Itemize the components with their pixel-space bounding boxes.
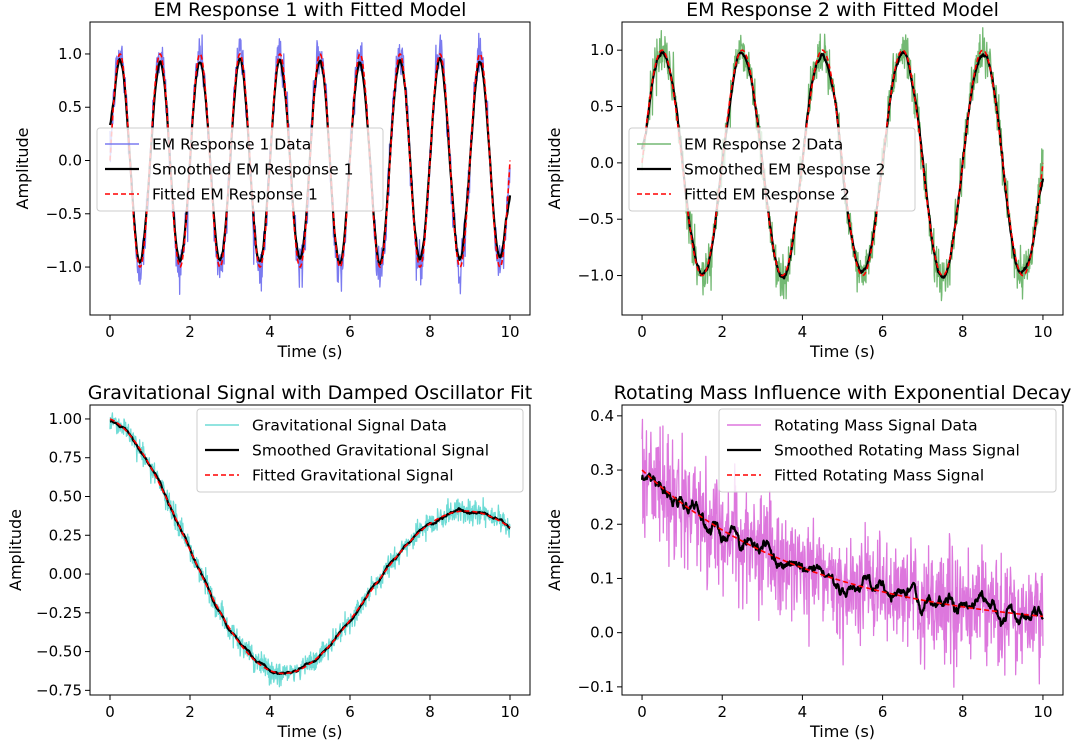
y-tick-label: 0.00	[49, 565, 82, 583]
legend-box	[628, 127, 916, 212]
legend: Rotating Mass Signal Data Smoothed Rotati…	[718, 408, 1057, 493]
x-tick-label: 10	[1033, 323, 1052, 341]
x-tick-label: 4	[798, 703, 808, 721]
y-tick-label: −0.25	[36, 604, 82, 622]
legend: EM Response 1 Data Smoothed EM Response 1…	[96, 127, 384, 212]
series-line-2	[640, 472, 1044, 627]
chart-panel-3: 0 2 4 6 8 10 −0.75 −0.50 −0.25 0.00 0.25 0.50 0.75 1.…	[6, 382, 532, 741]
x-tick-label: 2	[717, 703, 727, 721]
y-tick-label: 0.50	[49, 487, 82, 505]
y-tick-label: 0.4	[590, 407, 614, 425]
y-tick-label: 0.0	[58, 152, 82, 170]
x-tick-label: 10	[500, 323, 519, 341]
x-tick-label: 8	[425, 703, 435, 721]
y-tick-label: −0.50	[36, 643, 82, 661]
x-axis-label: Time (s)	[276, 342, 342, 361]
x-tick-label: 0	[105, 703, 115, 721]
legend-label: Smoothed Gravitational Signal	[252, 442, 489, 460]
x-tick-label: 10	[500, 703, 519, 721]
x-tick-label: 2	[185, 703, 195, 721]
y-tick-label: −0.5	[46, 205, 82, 223]
y-tick-label: 0.3	[590, 461, 614, 479]
x-tick-label: 2	[185, 323, 195, 341]
series-line-1	[109, 412, 511, 688]
x-tick-label: 0	[637, 703, 647, 721]
legend-label: Smoothed EM Response 2	[684, 161, 885, 179]
legend-label: Fitted EM Response 2	[684, 186, 850, 204]
x-tick-label: 0	[637, 323, 647, 341]
y-tick-label: 0.0	[590, 154, 614, 172]
series-line-3	[109, 418, 511, 675]
y-tick-label: 1.0	[590, 41, 614, 59]
x-tick-label: 6	[878, 703, 888, 721]
axes-frame	[89, 21, 531, 316]
y-tick-label: −0.1	[578, 678, 614, 696]
x-axis-label: Time (s)	[276, 722, 342, 741]
y-axis-label: Amplitude	[13, 128, 32, 210]
legend-box	[196, 408, 524, 493]
x-tick-label: 8	[958, 703, 968, 721]
legend: Gravitational Signal Data Smoothed Gravit…	[196, 408, 524, 493]
y-axis-label: Amplitude	[6, 509, 25, 591]
x-tick-label: 8	[958, 323, 968, 341]
y-tick-label: 0.5	[590, 98, 614, 116]
x-axis-label: Time (s)	[809, 342, 875, 361]
chart-panel-1: 0 2 4 6 8 10 −1.0 −0.5 0.0 0.5 1.0 EM Response 1 wi…	[13, 0, 531, 361]
legend-label: EM Response 2 Data	[684, 136, 843, 154]
chart-title: EM Response 2 with Fitted Model	[686, 0, 999, 21]
legend-label: EM Response 1 Data	[152, 136, 311, 154]
axes-frame	[621, 404, 1064, 696]
y-tick-label: 1.0	[58, 45, 82, 63]
legend-label: Fitted EM Response 1	[152, 186, 318, 204]
y-tick-label: 0.0	[590, 624, 614, 642]
y-tick-label: −0.75	[36, 681, 82, 699]
chart-title: Gravitational Signal with Damped Oscilla…	[88, 382, 533, 404]
legend-label: Rotating Mass Signal Data	[774, 417, 978, 435]
legend-label: Fitted Rotating Mass Signal	[774, 467, 984, 485]
x-tick-label: 6	[878, 323, 888, 341]
chart-panel-2: 0 2 4 6 8 10 −1.0 −0.5 0.0 0.5 1.0 EM Response 2 wi…	[545, 0, 1064, 361]
y-axis-label: Amplitude	[545, 509, 564, 591]
series-line-3	[641, 469, 1044, 618]
x-tick-label: 4	[265, 323, 275, 341]
legend-label: Smoothed Rotating Mass Signal	[774, 442, 1020, 460]
x-tick-label: 0	[105, 323, 115, 341]
legend-label: Gravitational Signal Data	[252, 417, 447, 435]
chart-title: Rotating Mass Influence with Exponential…	[614, 382, 1072, 404]
y-tick-label: −1.0	[46, 258, 82, 276]
y-axis-label: Amplitude	[545, 128, 564, 210]
legend-box	[718, 408, 1057, 493]
legend-label: Smoothed EM Response 1	[152, 161, 353, 179]
x-tick-label: 4	[798, 323, 808, 341]
x-tick-label: 4	[265, 703, 275, 721]
y-tick-label: −0.5	[578, 210, 614, 228]
y-tick-label: 0.25	[49, 526, 82, 544]
x-tick-label: 8	[425, 323, 435, 341]
legend-label: Fitted Gravitational Signal	[252, 467, 454, 485]
x-tick-label: 2	[717, 323, 727, 341]
y-tick-label: −1.0	[578, 267, 614, 285]
y-tick-label: 0.75	[49, 449, 82, 467]
y-tick-label: 0.2	[590, 515, 614, 533]
axes-frame	[89, 404, 531, 696]
legend-box	[96, 127, 384, 212]
x-tick-label: 6	[345, 703, 355, 721]
y-tick-label: 0.5	[58, 98, 82, 116]
x-tick-label: 10	[1033, 703, 1052, 721]
y-tick-label: 0.1	[590, 569, 614, 587]
x-axis-label: Time (s)	[809, 722, 875, 741]
x-tick-label: 6	[345, 323, 355, 341]
chart-title: EM Response 1 with Fitted Model	[154, 0, 467, 21]
y-tick-label: 1.00	[49, 410, 82, 428]
axes-frame	[621, 21, 1064, 316]
legend: EM Response 2 Data Smoothed EM Response 2…	[628, 127, 916, 212]
